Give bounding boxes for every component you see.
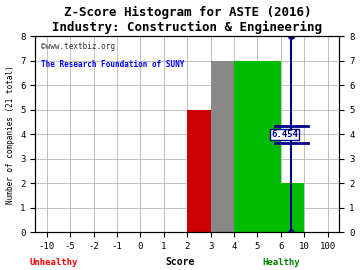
Text: Unhealthy: Unhealthy: [30, 258, 78, 267]
Bar: [281, 183, 304, 232]
Text: The Research Foundation of SUNY: The Research Foundation of SUNY: [41, 60, 185, 69]
Text: 6.454: 6.454: [271, 130, 298, 139]
Text: Healthy: Healthy: [262, 258, 300, 267]
Bar: [234, 61, 281, 232]
Y-axis label: Number of companies (21 total): Number of companies (21 total): [5, 65, 14, 204]
Text: ©www.textbiz.org: ©www.textbiz.org: [41, 42, 115, 51]
Bar: [211, 61, 234, 232]
Title: Z-Score Histogram for ASTE (2016)
Industry: Construction & Engineering: Z-Score Histogram for ASTE (2016) Indust…: [52, 6, 322, 34]
Bar: [187, 110, 211, 232]
Text: Score: Score: [165, 257, 195, 267]
